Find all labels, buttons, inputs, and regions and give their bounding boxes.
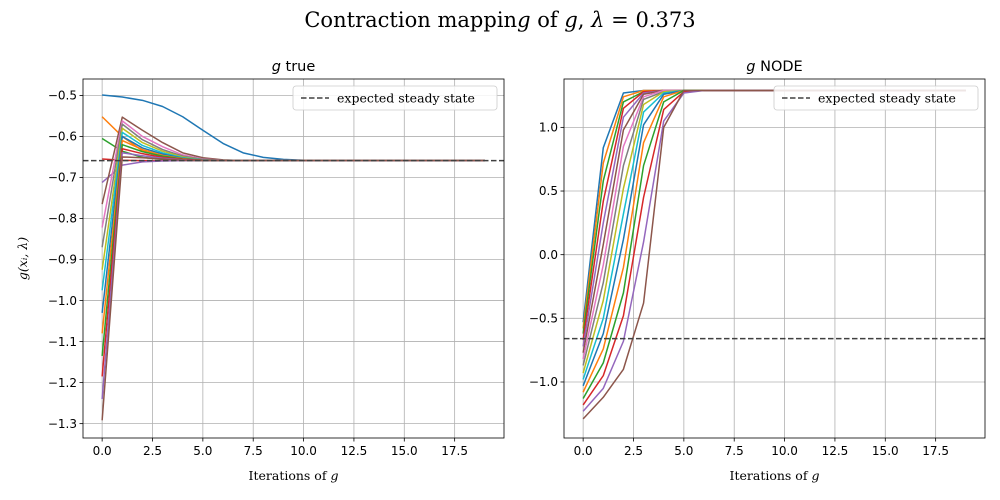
x-tick-label: 5.0	[674, 444, 693, 458]
y-tick-label: −1.3	[48, 417, 77, 431]
series-line-8	[582, 89, 966, 366]
legend-box	[292, 85, 498, 111]
x-tick-label: 10.0	[290, 444, 317, 458]
x-tick-label: 12.5	[822, 444, 849, 458]
series-line-12	[101, 139, 485, 334]
legend-box	[773, 85, 979, 111]
series-line-5	[101, 159, 485, 183]
y-tick-label: 0.5	[539, 184, 558, 198]
y-tick-label: −1.2	[48, 376, 77, 390]
figure-title: Contraction mapping of g, λ = 0.373	[304, 8, 696, 32]
series-line-9	[582, 89, 966, 374]
panel-title: g true	[272, 59, 316, 75]
series-line-11	[582, 89, 966, 387]
y-tick-label: −1.1	[48, 335, 77, 349]
y-axis-label: g(xᵢ, λ)	[15, 237, 30, 280]
axes-frame	[563, 78, 986, 439]
x-tick-label: 12.5	[341, 444, 368, 458]
x-tick-label: 2.5	[624, 444, 643, 458]
panel-title: g NODE	[746, 59, 802, 75]
x-axis-label: Iterations of g	[249, 468, 339, 483]
series-line-7	[101, 120, 485, 228]
chart-panel-g-true: 0.0 2.5 5.0 7.5 10.0 12.5 15.0 17.5 −1.3 −1.2 −1.1…	[15, 59, 505, 483]
x-tick-label: 7.5	[725, 444, 744, 458]
series-line-14	[101, 148, 485, 377]
series-line-15	[101, 152, 485, 400]
x-tick-label: 7.5	[244, 444, 263, 458]
axes-frame	[82, 78, 505, 439]
y-tick-label: −0.8	[48, 212, 77, 226]
y-tick-label: −0.7	[48, 171, 77, 185]
series-line-10	[582, 89, 966, 380]
x-tick-label: 0.0	[93, 444, 112, 458]
series-line-14	[582, 89, 966, 406]
y-tick-label: 1.0	[539, 121, 558, 135]
series-line-11	[101, 135, 485, 313]
x-tick-label: 5.0	[193, 444, 212, 458]
x-tick-label: 10.0	[771, 444, 798, 458]
x-tick-label: 15.0	[872, 444, 899, 458]
x-tick-label: 0.0	[574, 444, 593, 458]
y-tick-label: −0.5	[529, 312, 558, 326]
legend-label: expected steady state	[818, 91, 956, 106]
y-tick-label: −0.9	[48, 253, 77, 267]
x-tick-label: 17.5	[441, 444, 468, 458]
series-line-12	[582, 89, 966, 393]
x-tick-label: 15.0	[391, 444, 418, 458]
x-axis-label: Iterations of g	[730, 468, 820, 483]
y-tick-label: −0.5	[48, 89, 77, 103]
x-tick-label: 17.5	[922, 444, 949, 458]
series-line-8	[101, 123, 485, 248]
plot-area	[83, 94, 504, 421]
legend-label: expected steady state	[337, 91, 475, 106]
y-tick-label: −0.6	[48, 130, 77, 144]
series-line-9	[101, 127, 485, 270]
y-tick-label: −1.0	[48, 294, 77, 308]
series-line-16	[101, 156, 485, 421]
series-line-13	[101, 143, 485, 357]
series-line-13	[582, 89, 966, 399]
y-tick-label: −1.0	[529, 375, 558, 389]
y-tick-label: 0.0	[539, 248, 558, 262]
chart-panel-g-node: 0.0 2.5 5.0 7.5 10.0 12.5 15.0 17.5 −1.0 −0.5 0.0 0…	[529, 59, 986, 483]
x-tick-label: 2.5	[143, 444, 162, 458]
